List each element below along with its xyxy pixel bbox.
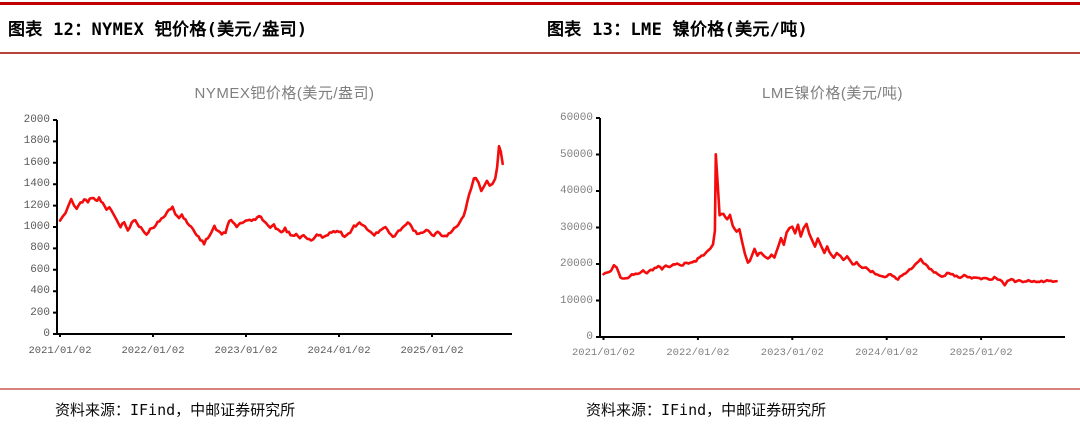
plot-area [53, 119, 512, 337]
axes [596, 117, 1065, 340]
x-axis-tick-label: 2021/01/02 [571, 347, 635, 359]
y-axis-tick-label: 1000 [23, 221, 50, 233]
y-axis-tick-label: 1400 [23, 178, 50, 191]
x-axis-tick-label: 2025/01/02 [949, 347, 1013, 359]
y-axis-tick-label: 20000 [559, 258, 593, 270]
y-axis-tick-label: 600 [30, 263, 50, 276]
top-rule [0, 2, 1080, 5]
figure13-header: 图表 13：LME 镍价格(美元/吨) [547, 20, 809, 40]
source-note-left: 资料来源：IFind，中邮证券研究所 [55, 401, 296, 419]
y-axis-tick-label: 0 [586, 331, 593, 343]
y-axis-tick-label: 800 [30, 242, 50, 255]
y-axis-tick-label: 400 [30, 285, 50, 298]
y-axis-tick-label: 2000 [23, 114, 50, 126]
y-axis-tick-label: 50000 [559, 148, 593, 161]
chart-title-nickel: LME镍价格(美元/吨) [761, 85, 903, 102]
x-axis-tick-label: 2024/01/02 [855, 347, 919, 359]
y-axis-tick-label: 1800 [23, 135, 50, 148]
axes [53, 119, 512, 337]
figure12-header: 图表 12：NYMEX 钯价格(美元/盎司) [8, 20, 308, 40]
plot-area [596, 117, 1065, 340]
y-axis-tick-label: 10000 [559, 294, 593, 307]
y-axis-tick-label: 1600 [23, 156, 50, 169]
header-rule [0, 52, 1080, 54]
price-line [602, 153, 1058, 287]
x-axis-tick-label: 2022/01/02 [666, 347, 730, 359]
y-axis-tick-label: 1200 [23, 199, 50, 212]
y-axis-tick-label: 200 [30, 306, 50, 319]
x-axis-tick-label: 2024/01/02 [307, 345, 371, 357]
x-axis-tick-label: 2023/01/02 [214, 345, 278, 357]
price-line [58, 144, 505, 246]
chart-nickel: LME镍价格(美元/吨) 0 10000 20000 30000 40000 50000 6… [540, 0, 1080, 433]
y-axis-tick-label: 60000 [559, 112, 593, 124]
chart-palladium: NYMEX钯价格(美元/盎司) 0 200 400 600 800 1000 1200 140… [23, 85, 512, 357]
y-axis-tick-label: 40000 [559, 185, 593, 197]
y-axis-tick-label: 30000 [559, 221, 593, 234]
y-axis-tick-label: 0 [43, 328, 50, 340]
x-axis-tick-label: 2025/01/02 [400, 345, 464, 357]
x-axis-tick-label: 2021/01/02 [28, 345, 92, 357]
footer-rule [0, 388, 1080, 390]
x-axis-tick-label: 2023/01/02 [760, 347, 824, 359]
source-note-right: 资料来源：IFind，中邮证券研究所 [586, 401, 827, 419]
chart-title-palladium: NYMEX钯价格(美元/盎司) [194, 85, 375, 102]
x-axis-tick-label: 2022/01/02 [121, 345, 185, 357]
